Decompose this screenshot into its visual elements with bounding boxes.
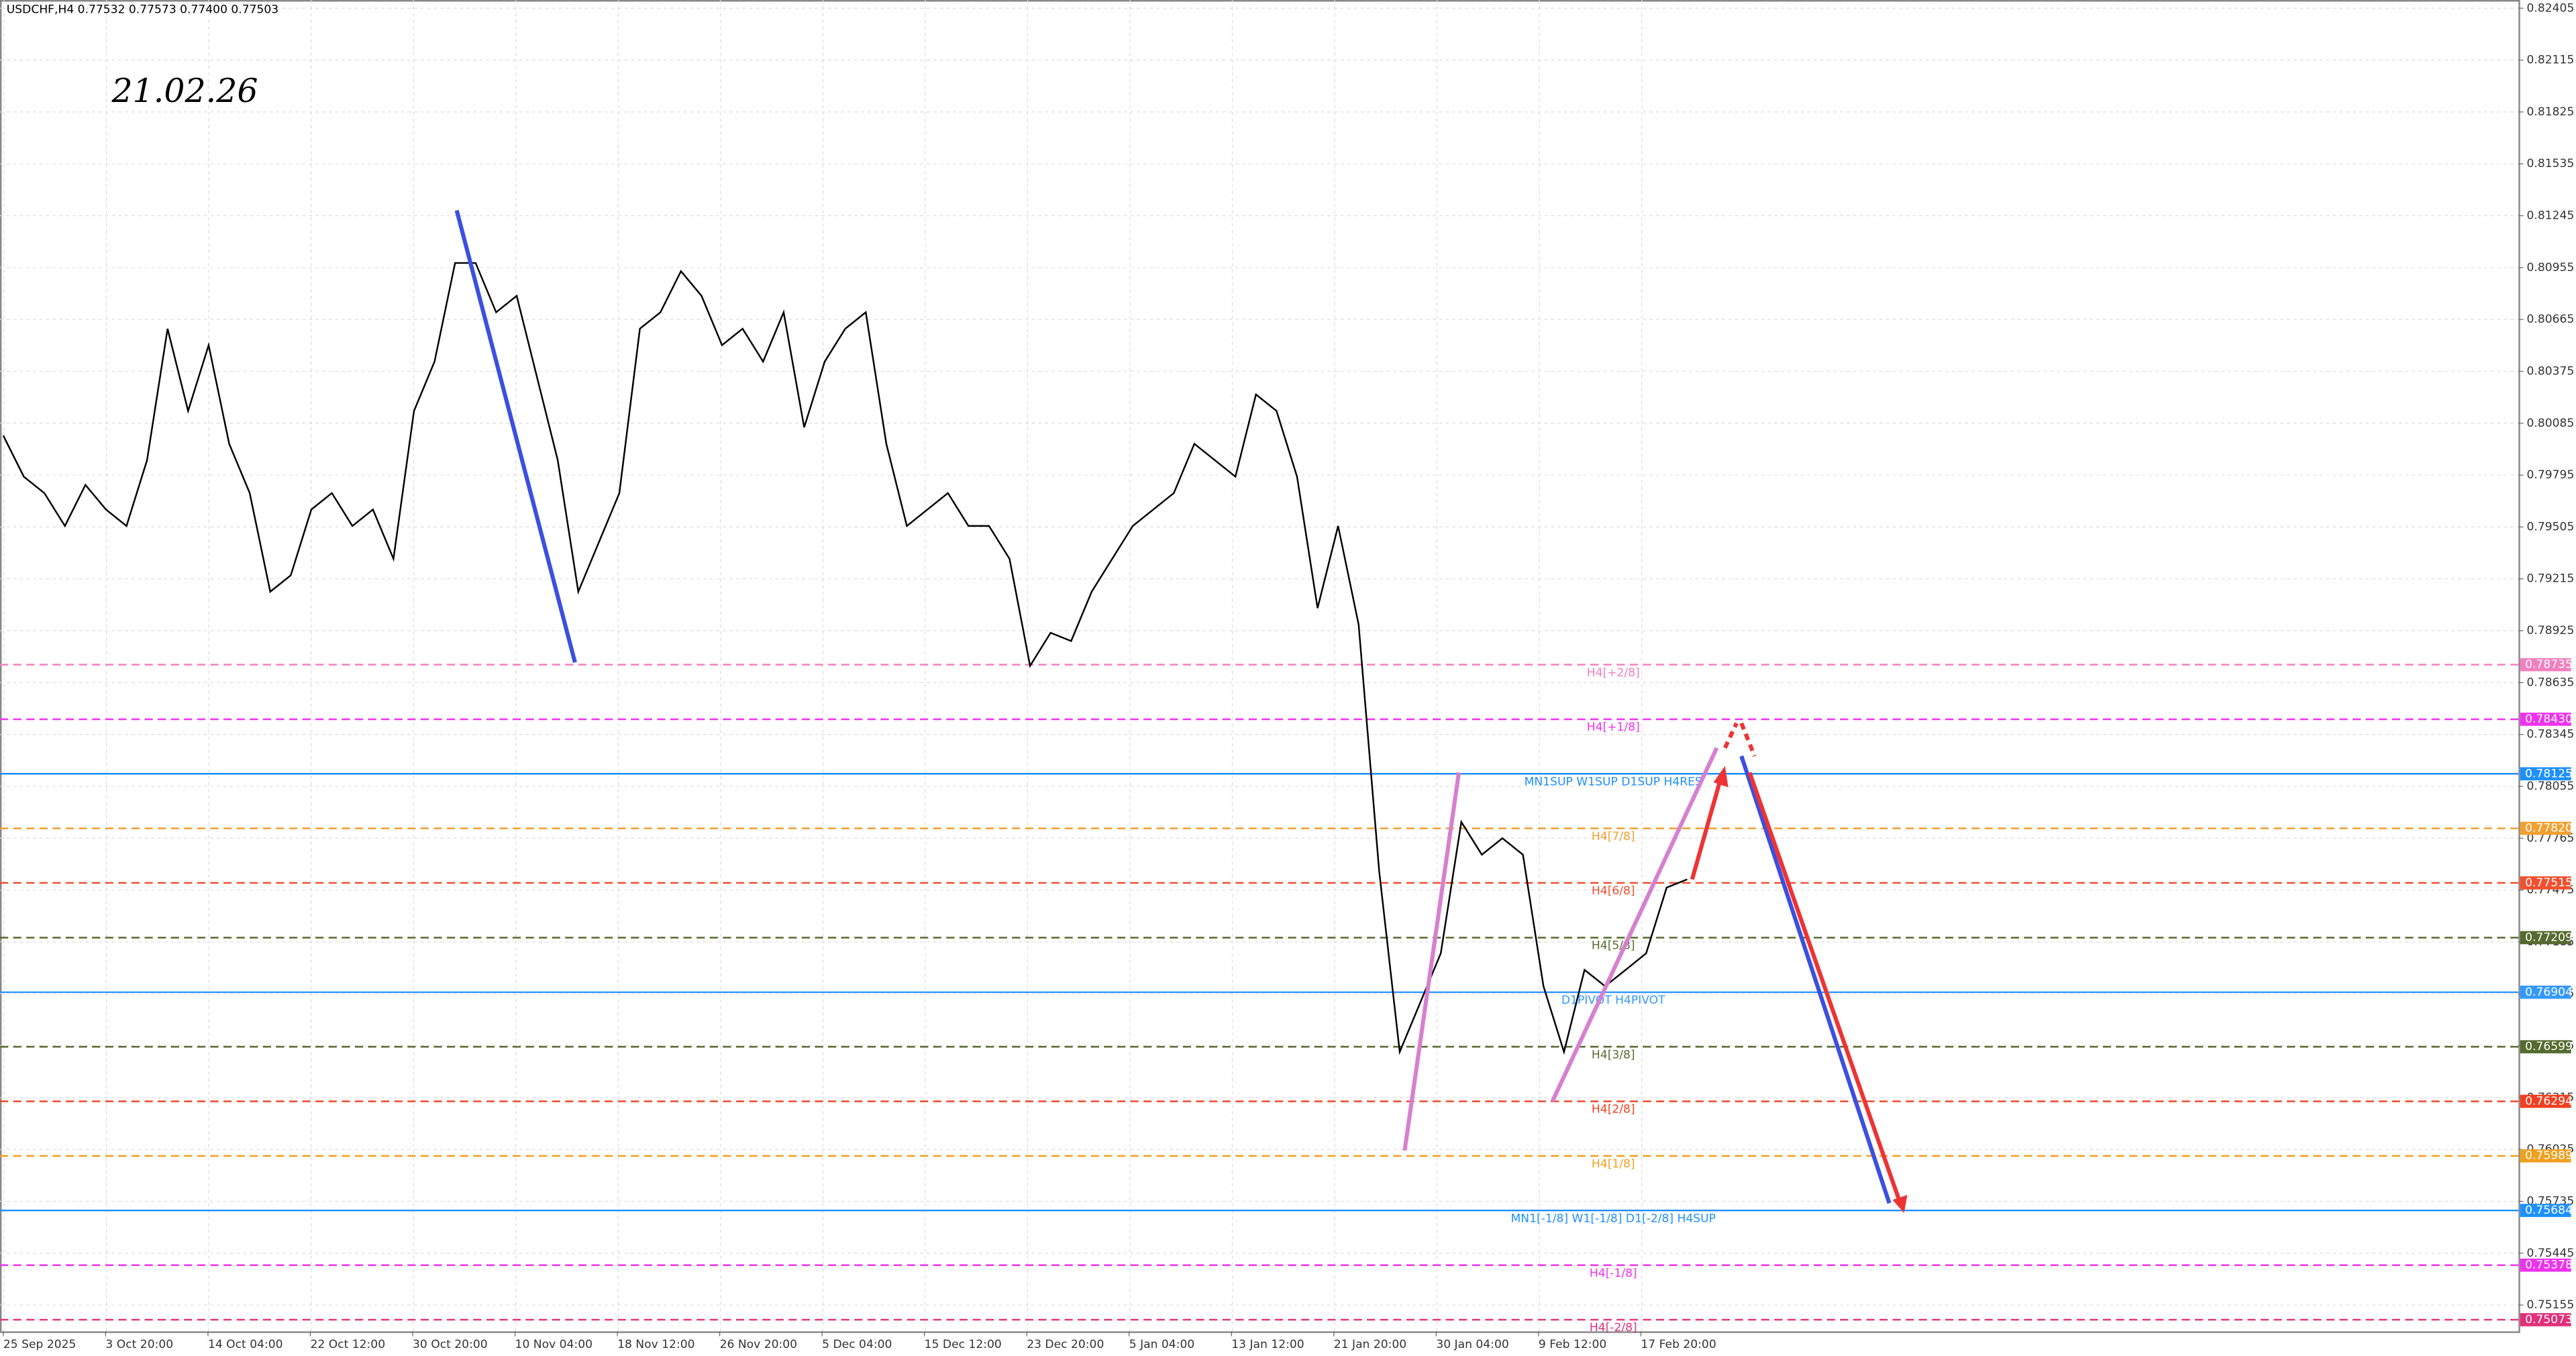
level-label: H4[3/8]	[1592, 1048, 1635, 1061]
arrow	[1747, 772, 1903, 1206]
level-label: H4[1/8]	[1592, 1157, 1635, 1171]
x-tick-label: 30 Jan 04:00	[1436, 1338, 1508, 1351]
price-tag	[2520, 821, 2571, 835]
price-tag	[2520, 767, 2571, 781]
price-tag	[2520, 1040, 2571, 1053]
x-tick-label: 23 Dec 20:00	[1027, 1338, 1104, 1351]
trend-line	[1402, 772, 1461, 1151]
y-tick-label: 0.78055	[2527, 780, 2575, 793]
price-tag-label: 0.77209	[2525, 931, 2573, 944]
arrow	[1722, 722, 1739, 749]
levels: H4[+2/8] H4[+1/8] MN1SUP W1SUP D1SUP H4RES…	[0, 664, 2519, 1335]
x-tick-label: 9 Feb 12:00	[1539, 1338, 1606, 1351]
level-label: H4[-1/8]	[1590, 1267, 1637, 1280]
price-tag	[2520, 658, 2571, 672]
price-tag	[2520, 985, 2571, 999]
plot-border	[0, 0, 2520, 1333]
x-tick-label: 10 Nov 04:00	[515, 1338, 593, 1351]
y-tick-label: 0.78345	[2527, 728, 2575, 741]
price-tag-label: 0.75378	[2525, 1259, 2573, 1272]
price-tag-label: 0.75073	[2525, 1313, 2573, 1326]
x-tick-label: 26 Nov 20:00	[720, 1338, 797, 1351]
price-tag-label: 0.77515	[2525, 876, 2573, 890]
price-tag-label: 0.78735	[2525, 658, 2573, 672]
y-tick-label: 0.80665	[2527, 313, 2575, 326]
x-tick-label: 5 Jan 04:00	[1129, 1338, 1195, 1351]
arrow	[1739, 722, 1757, 757]
axes: 0.82405 0.82115 0.81825 0.81535 0.81245 0.809…	[3, 1, 2574, 1351]
y-tick-label: 0.78925	[2527, 624, 2575, 637]
y-tick-label: 0.78635	[2527, 676, 2575, 689]
y-tick-label: 0.82405	[2527, 1, 2575, 15]
price-tag-label: 0.78125	[2525, 767, 2573, 780]
price	[2, 262, 1688, 1055]
price-tag-label: 0.75989	[2525, 1149, 2573, 1163]
y-tick-label: 0.79505	[2527, 520, 2575, 533]
y-tick-label: 0.79795	[2527, 468, 2575, 482]
arrow	[1690, 780, 1722, 880]
y-tick-label: 0.75155	[2527, 1298, 2575, 1312]
price-tag-label: 0.76904	[2525, 986, 2573, 999]
level-label: H4[+2/8]	[1587, 666, 1640, 680]
price-tag	[2520, 1313, 2571, 1326]
x-tick-label: 3 Oct 20:00	[105, 1338, 173, 1351]
y-tick-label: 0.75445	[2527, 1247, 2575, 1260]
price-tag-label: 0.77820	[2525, 822, 2573, 835]
x-tick-label: 18 Nov 12:00	[617, 1338, 694, 1351]
drawings	[454, 209, 1908, 1213]
arrowhead	[1892, 1194, 1908, 1213]
y-tick-label: 0.81535	[2527, 157, 2575, 170]
y-tick-label: 0.80085	[2527, 417, 2575, 430]
level-label: D1PIVOT H4PIVOT	[1561, 994, 1665, 1007]
price-tag	[2520, 713, 2571, 726]
price-tag-label: 0.78430	[2525, 713, 2573, 726]
y-tick-label: 0.80375	[2527, 364, 2575, 378]
y-tick-label: 0.79215	[2527, 572, 2575, 586]
price-tag	[2520, 931, 2571, 945]
x-tick-label: 15 Dec 12:00	[925, 1338, 1002, 1351]
trend-line	[1550, 747, 1719, 1102]
price-tag-label: 0.76599	[2525, 1040, 2573, 1053]
price-tag	[2520, 1094, 2571, 1108]
grid	[0, 0, 2519, 1332]
y-tick-label: 0.81825	[2527, 105, 2575, 119]
x-tick-label: 17 Feb 20:00	[1641, 1338, 1716, 1351]
y-tick-label: 0.82115	[2527, 54, 2575, 67]
price-tag	[2520, 1258, 2571, 1272]
price-line	[2, 262, 1688, 1055]
level-label: MN1SUP W1SUP D1SUP H4RES	[1525, 776, 1702, 789]
price-tag	[2520, 1149, 2571, 1163]
level-label: H4[2/8]	[1592, 1103, 1635, 1116]
x-tick-label: 30 Oct 20:00	[413, 1338, 488, 1351]
level-label: H4[7/8]	[1592, 830, 1635, 843]
level-label: H4[6/8]	[1592, 884, 1635, 898]
price-tag-label: 0.76294	[2525, 1094, 2573, 1108]
level-label: H4[+1/8]	[1587, 721, 1640, 734]
y-tick-label: 0.81245	[2527, 209, 2575, 223]
price-tag	[2520, 876, 2571, 890]
y-tick-label: 0.80955	[2527, 261, 2575, 274]
level-label: MN1[-1/8] W1[-1/8] D1[-2/8] H4SUP	[1511, 1212, 1716, 1225]
annotation: 21.02.26	[111, 72, 258, 110]
trend-line	[454, 209, 577, 664]
x-tick-label: 22 Oct 12:00	[310, 1338, 385, 1351]
level-label: H4[-2/8]	[1590, 1321, 1637, 1335]
arrowhead	[1713, 766, 1729, 788]
trend-line	[1739, 755, 1892, 1204]
x-tick-label: 25 Sep 2025	[3, 1338, 76, 1351]
price-tag	[2520, 1204, 2571, 1217]
header: USDCHF,H4 0.77532 0.77573 0.77400 0.7750…	[7, 3, 278, 17]
x-tick-label: 13 Jan 12:00	[1231, 1338, 1304, 1351]
x-tick-label: 5 Dec 04:00	[822, 1338, 892, 1351]
x-tick-label: 14 Oct 04:00	[208, 1338, 283, 1351]
x-tick-label: 21 Jan 20:00	[1334, 1338, 1406, 1351]
price-tag-label: 0.75684	[2525, 1204, 2573, 1217]
